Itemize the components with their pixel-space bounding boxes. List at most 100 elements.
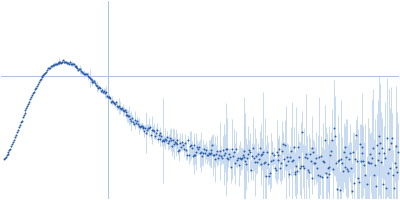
Point	[149, 129, 155, 132]
Point	[367, 153, 373, 156]
Point	[313, 156, 320, 159]
Point	[129, 117, 135, 120]
Point	[157, 137, 164, 140]
Point	[25, 102, 32, 105]
Point	[345, 170, 352, 173]
Point	[193, 150, 200, 153]
Point	[72, 65, 79, 68]
Point	[306, 171, 312, 174]
Point	[327, 154, 334, 157]
Point	[247, 151, 253, 154]
Point	[14, 131, 20, 134]
Point	[387, 166, 393, 169]
Point	[145, 127, 151, 130]
Point	[65, 61, 71, 64]
Point	[303, 152, 309, 155]
Point	[299, 130, 305, 133]
Point	[307, 159, 314, 162]
Point	[329, 139, 336, 142]
Point	[146, 126, 152, 129]
Point	[294, 170, 300, 173]
Point	[236, 164, 242, 167]
Point	[218, 154, 224, 157]
Point	[4, 153, 11, 156]
Point	[331, 126, 337, 129]
Point	[140, 126, 147, 129]
Point	[283, 163, 289, 167]
Point	[127, 117, 134, 120]
Point	[168, 138, 174, 142]
Point	[312, 161, 318, 165]
Point	[338, 161, 345, 165]
Point	[45, 67, 51, 70]
Point	[89, 80, 96, 83]
Point	[17, 123, 23, 127]
Point	[386, 147, 392, 150]
Point	[390, 186, 397, 189]
Point	[361, 164, 368, 167]
Point	[220, 148, 226, 152]
Point	[46, 67, 52, 70]
Point	[297, 167, 303, 170]
Point	[70, 62, 76, 65]
Point	[277, 166, 284, 169]
Point	[254, 152, 261, 155]
Point	[144, 128, 150, 131]
Point	[102, 91, 109, 94]
Point	[158, 134, 165, 137]
Point	[36, 80, 42, 83]
Point	[105, 95, 112, 98]
Point	[350, 151, 356, 154]
Point	[286, 172, 292, 176]
Point	[206, 151, 212, 154]
Point	[362, 173, 368, 176]
Point	[136, 125, 143, 128]
Point	[15, 129, 21, 132]
Point	[42, 72, 48, 75]
Point	[84, 74, 91, 78]
Point	[135, 122, 141, 125]
Point	[49, 64, 55, 68]
Point	[272, 169, 279, 172]
Point	[354, 176, 361, 179]
Point	[11, 138, 17, 141]
Point	[109, 99, 116, 102]
Point	[231, 151, 237, 154]
Point	[34, 84, 40, 87]
Point	[180, 144, 186, 147]
Point	[118, 107, 124, 110]
Point	[322, 138, 328, 141]
Point	[162, 137, 168, 140]
Point	[288, 150, 294, 153]
Point	[285, 160, 291, 163]
Point	[178, 145, 184, 148]
Point	[376, 134, 383, 137]
Point	[258, 162, 265, 166]
Point	[356, 180, 362, 183]
Point	[379, 146, 386, 149]
Point	[200, 151, 206, 155]
Point	[101, 89, 107, 92]
Point	[170, 139, 176, 142]
Point	[308, 176, 315, 179]
Point	[47, 66, 53, 69]
Point	[39, 75, 46, 78]
Point	[13, 133, 19, 137]
Point	[391, 161, 398, 165]
Point	[184, 153, 190, 157]
Point	[120, 108, 126, 111]
Point	[76, 67, 82, 70]
Point	[93, 84, 100, 87]
Point	[78, 69, 84, 72]
Point	[186, 144, 193, 148]
Point	[347, 152, 354, 155]
Point	[360, 160, 367, 163]
Point	[123, 113, 130, 116]
Point	[192, 154, 198, 157]
Point	[112, 103, 118, 106]
Point	[301, 166, 307, 169]
Point	[279, 149, 286, 152]
Point	[96, 86, 102, 89]
Point	[282, 143, 288, 146]
Point	[358, 151, 365, 154]
